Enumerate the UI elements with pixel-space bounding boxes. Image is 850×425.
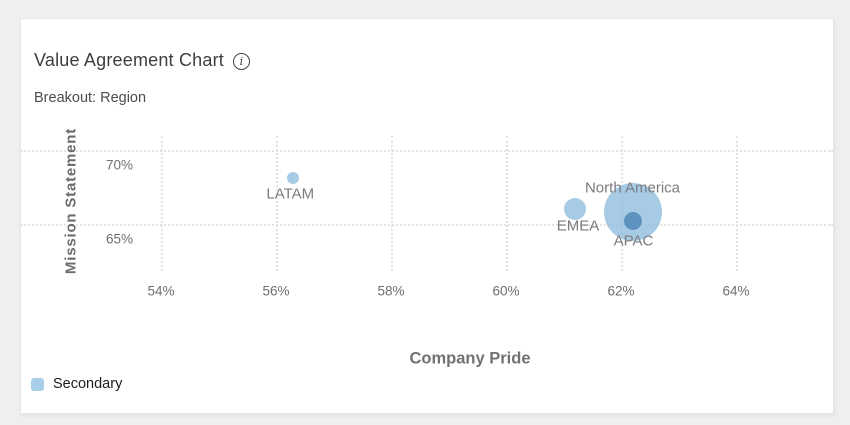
- chart-card: Value Agreement Chart i Breakout: Region…: [20, 18, 834, 414]
- x-tick-label: 58%: [377, 283, 405, 299]
- gridline-horizontal: [21, 150, 833, 152]
- chart-title: Value Agreement Chart i: [34, 50, 250, 71]
- gridline-vertical: [161, 136, 163, 271]
- chart-title-text: Value Agreement Chart: [34, 50, 224, 70]
- legend-swatch: [31, 377, 44, 391]
- bubble-label-north-america: North America: [584, 179, 681, 197]
- legend-item-secondary[interactable]: Secondary: [31, 376, 122, 392]
- x-tick-label: 56%: [262, 283, 290, 299]
- bubble-emea[interactable]: [564, 198, 586, 221]
- gridline-vertical: [506, 136, 508, 271]
- info-icon[interactable]: i: [232, 52, 250, 70]
- bubble-label-emea: EMEA: [556, 217, 600, 235]
- bubble-apac[interactable]: [623, 212, 642, 231]
- y-tick-label: 70%: [105, 157, 133, 172]
- legend-label: Secondary: [53, 376, 123, 392]
- gridline-horizontal: [21, 224, 833, 226]
- x-tick-label: 60%: [492, 283, 520, 299]
- bubble-latam[interactable]: [287, 172, 300, 185]
- gridline-vertical: [276, 136, 278, 271]
- x-tick-label: 62%: [607, 283, 635, 299]
- gridline-vertical: [736, 136, 738, 271]
- y-tick-label: 65%: [105, 231, 133, 246]
- bubble-label-apac: APAC: [613, 232, 654, 250]
- x-axis-label: Company Pride: [409, 349, 531, 368]
- chart-breakout-label: Breakout: Region: [34, 90, 147, 106]
- x-tick-label: 54%: [147, 283, 175, 299]
- x-tick-label: 64%: [722, 283, 750, 299]
- gridline-vertical: [391, 136, 393, 271]
- bubble-label-latam: LATAM: [266, 185, 315, 203]
- y-axis-label: Mission Statement: [62, 127, 80, 275]
